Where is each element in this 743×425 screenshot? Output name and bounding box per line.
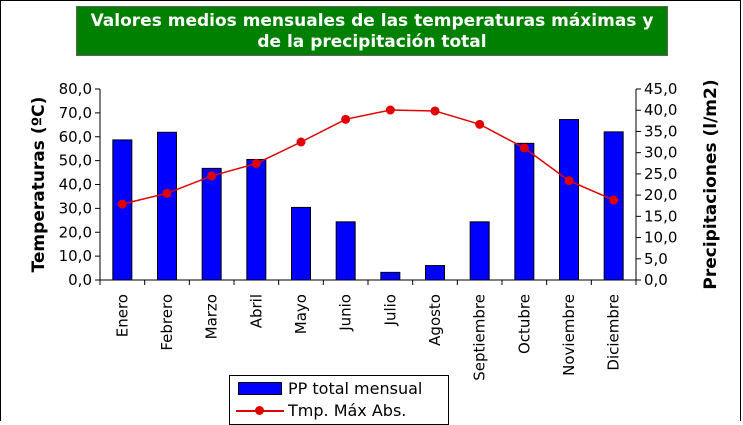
precipitation-bar bbox=[514, 142, 535, 281]
right-axis-tick-label: 30,0 bbox=[644, 144, 677, 162]
chart-legend: PP total mensual Tmp. Máx Abs. bbox=[229, 375, 449, 425]
right-axis-tick-label: 40,0 bbox=[644, 101, 677, 119]
legend-label-precipitation: PP total mensual bbox=[288, 379, 423, 398]
chart-title-line-2: de la precipitación total bbox=[257, 32, 487, 52]
left-axis-tick-label: 80,0 bbox=[59, 80, 92, 98]
temperature-point bbox=[519, 143, 529, 153]
left-axis-tick-label: 20,0 bbox=[59, 223, 92, 241]
right-axis-tick-label: 20,0 bbox=[644, 186, 677, 204]
x-axis-category-label: Septiembre bbox=[471, 294, 489, 381]
temperature-point bbox=[117, 199, 127, 209]
precipitation-bar bbox=[425, 265, 445, 281]
left-axis-tick-label: 60,0 bbox=[59, 128, 92, 146]
right-axis-tick-label: 10,0 bbox=[644, 229, 677, 247]
temperature-point bbox=[251, 158, 261, 168]
right-axis-tick-label: 5,0 bbox=[644, 250, 668, 268]
legend-swatch-marker bbox=[255, 406, 264, 415]
right-axis-tick-label: 25,0 bbox=[644, 165, 677, 183]
x-axis-category-label: Mayo bbox=[292, 294, 310, 334]
right-axis-tick-label: 45,0 bbox=[644, 80, 677, 98]
precipitation-bar bbox=[201, 167, 222, 281]
x-axis-category-label: Junio bbox=[337, 294, 355, 332]
chart-title-box: Valores medios mensuales de las temperat… bbox=[76, 6, 668, 56]
precipitation-bar bbox=[112, 139, 133, 281]
x-axis-category-label: Julio bbox=[381, 294, 399, 326]
temperature-point bbox=[341, 114, 351, 124]
left-axis-tick-label: 50,0 bbox=[59, 152, 92, 170]
precipitation-bar bbox=[380, 271, 401, 281]
right-axis-tick-label: 0,0 bbox=[644, 271, 668, 289]
x-axis-category-label: Octubre bbox=[515, 294, 533, 354]
legend-item-precipitation: PP total mensual bbox=[230, 378, 448, 400]
precipitation-bar bbox=[469, 221, 490, 281]
x-axis-category-label: Enero bbox=[113, 294, 131, 337]
left-axis-title: Temperaturas (ºC) bbox=[29, 97, 49, 273]
temperature-point bbox=[385, 105, 395, 115]
left-axis-tick-label: 40,0 bbox=[59, 176, 92, 194]
precipitation-bar bbox=[157, 131, 177, 281]
left-axis-tick-label: 0,0 bbox=[68, 271, 92, 289]
legend-swatch-bar bbox=[238, 382, 282, 395]
precipitation-bar bbox=[246, 158, 267, 281]
temperature-line bbox=[122, 109, 614, 205]
temperature-point bbox=[296, 137, 306, 147]
left-axis-tick-label: 30,0 bbox=[59, 199, 92, 217]
temperature-point bbox=[207, 171, 217, 181]
right-axis-tick-label: 15,0 bbox=[644, 207, 677, 225]
temperature-point bbox=[475, 119, 485, 129]
legend-label-temperature: Tmp. Máx Abs. bbox=[288, 401, 407, 420]
temperature-point bbox=[430, 106, 440, 116]
temperature-point bbox=[162, 188, 172, 198]
precipitation-bar bbox=[559, 119, 579, 281]
chart-title-line-1: Valores medios mensuales de las temperat… bbox=[90, 11, 654, 31]
x-axis-category-label: Diciembre bbox=[605, 294, 623, 371]
left-axis-tick-label: 70,0 bbox=[59, 104, 92, 122]
x-axis-category-label: Noviembre bbox=[560, 294, 578, 376]
right-axis-tick-label: 35,0 bbox=[644, 122, 677, 140]
precipitation-bar bbox=[335, 221, 356, 281]
x-axis-category-label: Marzo bbox=[203, 294, 221, 339]
x-axis-category-label: Abril bbox=[247, 294, 265, 328]
x-axis-category-label: Agosto bbox=[426, 294, 444, 346]
temperature-point bbox=[564, 176, 574, 186]
temperature-point bbox=[609, 195, 619, 205]
legend-item-temperature: Tmp. Máx Abs. bbox=[230, 400, 448, 422]
x-axis-category-label: Febrero bbox=[158, 294, 176, 351]
precipitation-bar bbox=[603, 131, 624, 281]
right-axis-title: Precipitaciones (l/m2) bbox=[701, 79, 721, 289]
precipitation-bar bbox=[291, 206, 311, 281]
left-axis-tick-label: 10,0 bbox=[59, 247, 92, 265]
